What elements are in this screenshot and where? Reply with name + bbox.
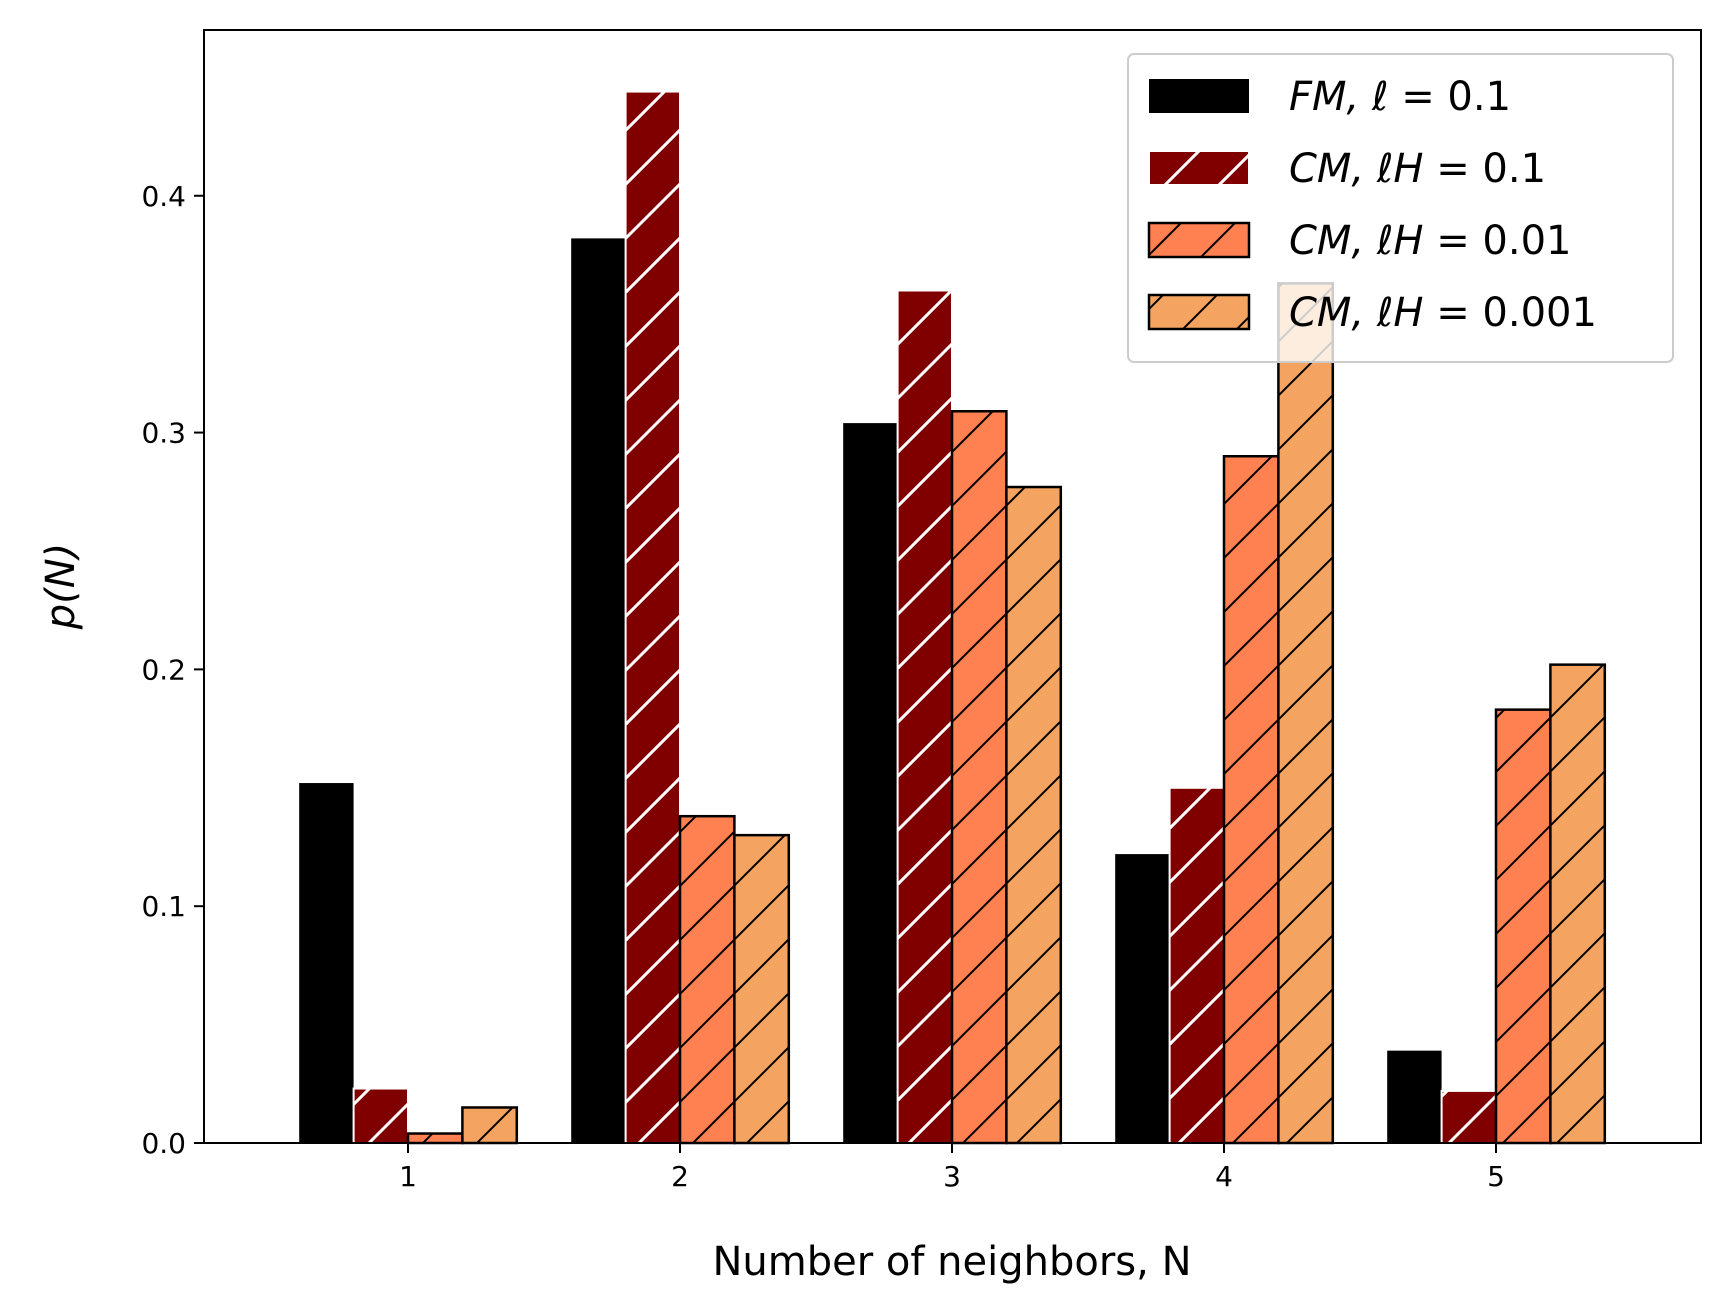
legend-item: FM, ℓ = 0.1 (1149, 74, 1511, 120)
x-axis: 1 2 3 4 5 (399, 1143, 1505, 1193)
bar-hatch (406, 1132, 464, 1145)
bar-hatch (352, 1087, 410, 1145)
x-tick-label: 4 (1215, 1160, 1233, 1193)
legend-swatch-hatch (1147, 221, 1251, 259)
bar-hatch (1549, 663, 1607, 1145)
x-tick-label: 1 (399, 1160, 417, 1193)
legend-swatch (1149, 79, 1249, 113)
bar-hatch (1168, 786, 1225, 1144)
bar-fill (571, 238, 626, 1144)
x-tick-label: 5 (1487, 1160, 1505, 1193)
bar (678, 814, 736, 1145)
bar-hatch (1222, 455, 1280, 1145)
legend-label: CM, ℓH = 0.01 (1289, 218, 1572, 264)
bar-hatch (1440, 1089, 1497, 1144)
y-axis-label: p(N) (38, 543, 84, 631)
bar-fill (299, 783, 354, 1143)
bar (733, 833, 791, 1145)
bar (950, 410, 1008, 1145)
legend-swatch-hatch (1147, 293, 1251, 331)
y-tick-label: 0.3 (141, 417, 186, 450)
bar-hatch (461, 1106, 519, 1145)
legend-label: CM, ℓH = 0.1 (1289, 146, 1546, 192)
bar (406, 1132, 464, 1145)
bar-fill (843, 423, 898, 1143)
bar (1222, 455, 1280, 1145)
bar (1005, 485, 1063, 1145)
bar-hatch (733, 833, 791, 1145)
legend-item: CM, ℓH = 0.001 (1147, 290, 1597, 336)
legend-label: CM, ℓH = 0.001 (1289, 290, 1597, 336)
bar (1168, 786, 1225, 1144)
y-axis: 0.0 0.1 0.2 0.3 0.4 (141, 180, 204, 1160)
y-tick-label: 0.2 (141, 653, 186, 686)
bar-hatch (678, 814, 736, 1145)
bar (571, 238, 626, 1144)
bar (1494, 708, 1552, 1145)
x-tick-label: 3 (943, 1160, 961, 1193)
bar (1277, 282, 1335, 1145)
bar-fill (1387, 1050, 1442, 1143)
legend-label: FM, ℓ = 0.1 (1289, 74, 1511, 120)
legend-item: CM, ℓH = 0.01 (1147, 218, 1572, 264)
legend-item: CM, ℓH = 0.1 (1148, 146, 1546, 192)
bar (461, 1106, 519, 1145)
legend-frame (1127, 53, 1674, 363)
x-tick-label: 2 (671, 1160, 689, 1193)
y-tick-label: 0.4 (141, 180, 186, 213)
bar-hatch (950, 410, 1008, 1145)
bars-layer (299, 90, 1607, 1145)
bar-hatch (1005, 485, 1063, 1145)
bar (624, 90, 681, 1145)
bar-fill (1115, 854, 1170, 1143)
legend-swatch-hatch (1148, 150, 1250, 186)
bar (1387, 1050, 1442, 1143)
y-tick-label: 0.1 (141, 890, 186, 923)
legend: FM, ℓ = 0.1 CM, ℓH = 0.1 CM, ℓH = 0.01 CM, … (1127, 53, 1674, 363)
bar-hatch (1277, 282, 1335, 1145)
bar (299, 783, 354, 1143)
bar (352, 1087, 410, 1145)
bar (1549, 663, 1607, 1145)
bar (1115, 854, 1170, 1143)
y-tick-label: 0.0 (141, 1127, 186, 1160)
x-axis-label: Number of neighbors, N (713, 1239, 1192, 1285)
bar (843, 423, 898, 1143)
bar-hatch (1494, 708, 1552, 1145)
bar (1440, 1089, 1497, 1144)
bar (896, 289, 953, 1144)
bar-hatch (896, 289, 953, 1144)
bar-hatch (624, 90, 681, 1145)
